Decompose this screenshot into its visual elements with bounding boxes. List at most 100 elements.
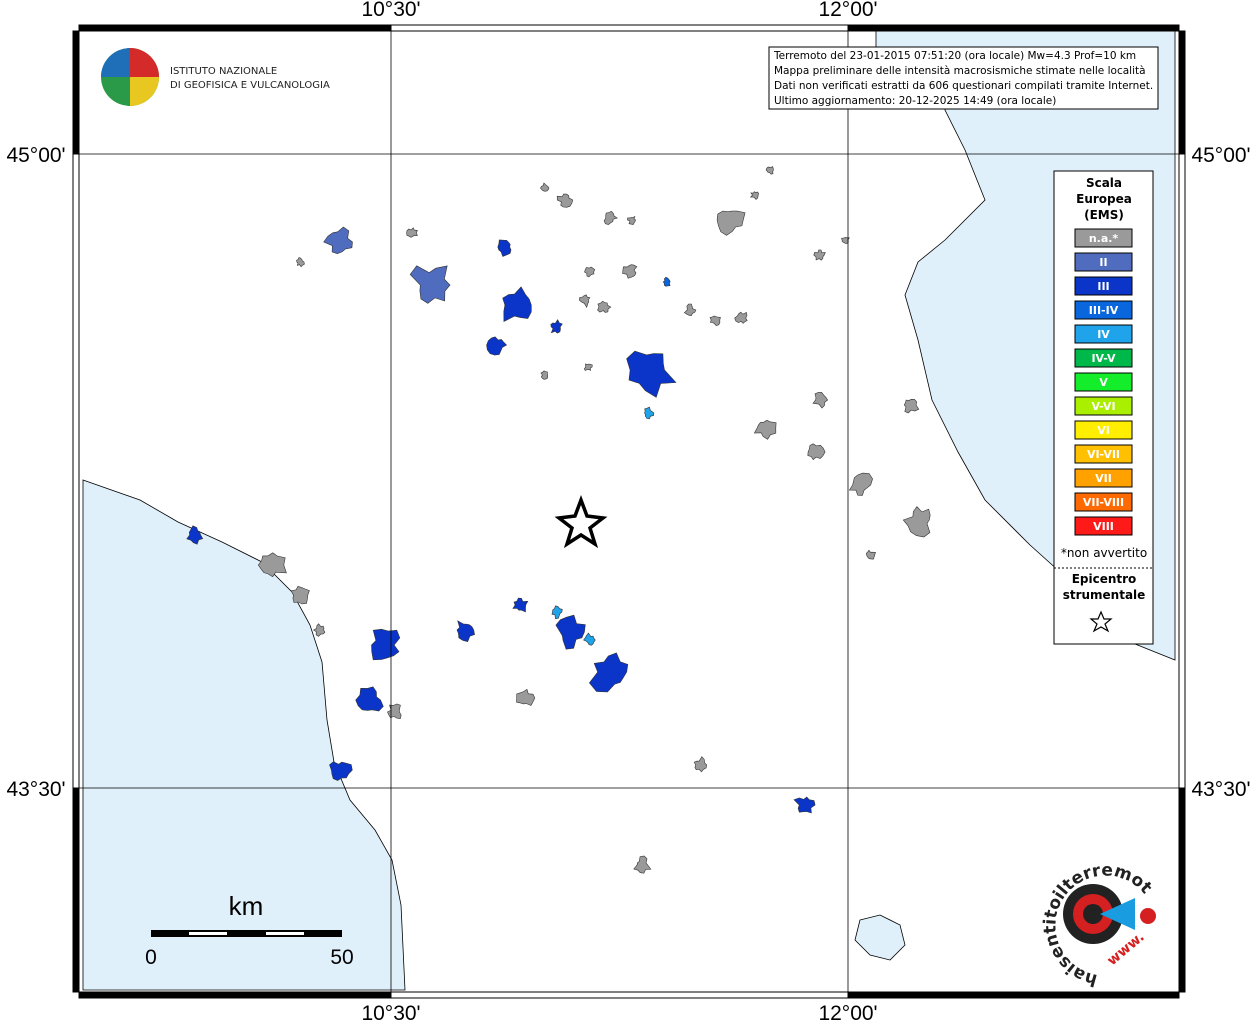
legend-label: III-IV: [1089, 304, 1119, 317]
legend-label: IV: [1097, 328, 1110, 341]
legend-title: Scala: [1086, 176, 1122, 190]
logo-globe: [101, 48, 130, 77]
border-segment: [72, 30, 80, 155]
locality: [409, 265, 451, 304]
legend-swatch: [1074, 300, 1133, 320]
border-segment: [847, 991, 1180, 999]
y-tick-label: 45°00': [6, 144, 65, 167]
locality: [550, 319, 563, 334]
border-segment: [390, 24, 849, 32]
border-segment: [72, 153, 80, 789]
info-line: Dati non verificati estratti da 606 ques…: [774, 80, 1153, 92]
legend-label: VI-VII: [1087, 448, 1120, 461]
legend-label: n.a.*: [1089, 232, 1119, 245]
legend-swatch: [1074, 420, 1133, 440]
legend-swatch: [1074, 324, 1133, 344]
info-line: Mappa preliminare delle intensità macros…: [774, 65, 1146, 77]
legend-label: II: [1099, 256, 1107, 269]
info-frame: [768, 46, 1159, 110]
locality: [812, 392, 829, 409]
locality: [555, 614, 586, 650]
info-line: Terremoto del 23-01-2015 07:51:20 (ora l…: [773, 50, 1136, 62]
info-box: Terremoto del 23-01-2015 07:51:20 (ora l…: [768, 46, 1159, 110]
locality: [502, 286, 532, 322]
scale-bar-body: [151, 930, 342, 937]
locality: [540, 182, 550, 192]
logo-text: DI GEOFISICA E VULCANOLOGIA: [170, 80, 330, 91]
legend-label: III: [1097, 280, 1109, 293]
locality: [622, 264, 638, 279]
locality: [583, 632, 596, 646]
legend-title: Europea: [1076, 192, 1132, 206]
legend-swatch: [1074, 348, 1133, 368]
locality: [716, 210, 746, 236]
locality: [662, 276, 671, 287]
site-logo-target: [1083, 904, 1103, 924]
locality: [683, 303, 697, 317]
x-tick-label: 12°00': [818, 0, 877, 21]
locality: [583, 363, 593, 371]
locality: [848, 472, 873, 496]
locality: [540, 370, 549, 380]
site-logo-speaker: [1100, 898, 1135, 930]
graticule: [79, 31, 1179, 992]
y-tick-label: 43°30': [6, 778, 65, 801]
y-tick-label: 43°30': [1191, 778, 1250, 801]
legend-swatch: [1074, 468, 1133, 488]
border-segment: [78, 991, 392, 999]
locality: [486, 336, 508, 356]
legend-swatch: [1074, 372, 1133, 392]
info-line: Ultimo aggiornamento: 20-12-2025 14:49 (…: [774, 95, 1056, 107]
scale-end: 50: [330, 946, 353, 969]
locality: [578, 294, 591, 309]
locality: [627, 215, 636, 226]
map-border: [72, 24, 1186, 999]
ingv-logo: ISTITUTO NAZIONALE DI GEOFISICA E VULCAN…: [101, 48, 330, 106]
locality: [626, 350, 677, 398]
locality: [865, 549, 876, 560]
locality: [516, 688, 536, 706]
legend-swatch: [1074, 276, 1133, 296]
locality: [456, 620, 475, 643]
legend-note: *non avvertito: [1061, 546, 1147, 560]
legend-label: IV-V: [1091, 352, 1116, 365]
scale-unit: km: [229, 891, 264, 921]
scale-bar: km 0 50: [145, 891, 354, 969]
locality: [841, 236, 850, 244]
legend-label: VII: [1095, 472, 1112, 485]
locality: [257, 552, 287, 578]
locality: [355, 686, 384, 712]
border-segment: [390, 991, 849, 999]
locality: [497, 239, 512, 257]
scale-start: 0: [145, 946, 157, 969]
locality: [693, 756, 708, 773]
border-segment: [1178, 153, 1186, 789]
legend-epicenter: Epicentro: [1072, 572, 1137, 586]
locality: [584, 266, 596, 278]
locality: [556, 193, 574, 208]
locality: [807, 443, 826, 461]
legend: Scala Europea (EMS) *non avvertito Epice…: [1053, 170, 1154, 645]
locality: [749, 191, 759, 200]
legend-swatch: [1074, 516, 1133, 536]
x-tick-label: 12°00': [818, 1002, 877, 1024]
locality: [709, 315, 721, 327]
legend-label: VIII: [1093, 520, 1114, 533]
locality: [597, 300, 612, 313]
locality: [644, 406, 655, 420]
legend-swatch: [1074, 228, 1133, 248]
border-segment: [1178, 30, 1186, 155]
y-tick-label: 45°00': [1191, 144, 1250, 167]
locality: [589, 652, 629, 693]
locality: [290, 586, 310, 605]
legend-star: [1089, 610, 1113, 633]
locality: [603, 211, 619, 225]
locality: [371, 628, 401, 661]
locality: [765, 166, 774, 175]
site-logo-icon: [1140, 908, 1156, 924]
locality: [387, 703, 402, 719]
epicenter-star: [554, 495, 608, 549]
border-segment: [847, 24, 1180, 32]
border-segment: [78, 24, 392, 32]
locality: [296, 257, 305, 268]
